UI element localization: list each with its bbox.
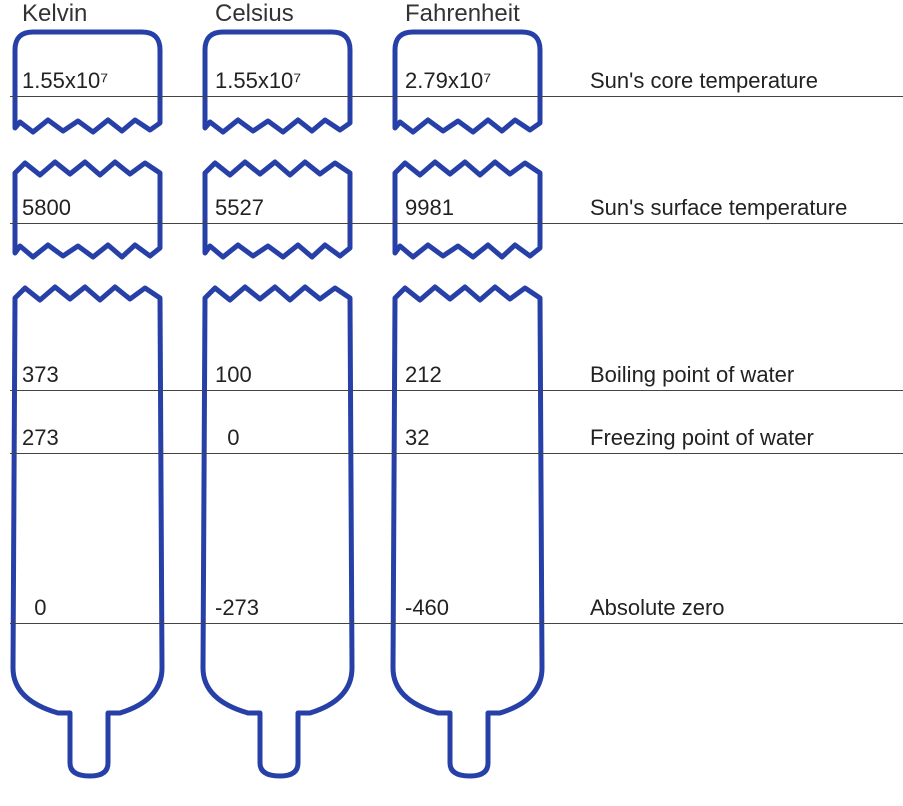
header-celsius: Celsius [215, 0, 294, 28]
rule-sun-core [10, 96, 903, 97]
kelvin-sun-surface: 5800 [22, 195, 71, 221]
header-kelvin: Kelvin [22, 0, 87, 28]
temperature-scales-diagram: Kelvin Celsius Fahrenheit 1.55x10⁷ 1.55x… [0, 0, 903, 806]
celsius-abs-zero: -273 [215, 595, 259, 621]
celsius-sun-core: 1.55x10⁷ [215, 68, 301, 94]
fahrenheit-freezing: 32 [405, 425, 429, 451]
fahrenheit-sun-core: 2.79x10⁷ [405, 68, 491, 94]
celsius-freezing: 0 [215, 425, 239, 451]
thermometer-fahrenheit [390, 28, 555, 788]
rule-boiling [10, 390, 903, 391]
rule-freezing [10, 453, 903, 454]
rule-abs-zero [10, 623, 903, 624]
label-sun-surface: Sun's surface temperature [590, 195, 847, 221]
celsius-sun-surface: 5527 [215, 195, 264, 221]
label-freezing: Freezing point of water [590, 425, 814, 451]
fahrenheit-boiling: 212 [405, 362, 442, 388]
kelvin-abs-zero: 0 [22, 595, 46, 621]
header-fahrenheit: Fahrenheit [405, 0, 520, 28]
label-sun-core: Sun's core temperature [590, 68, 818, 94]
fahrenheit-sun-surface: 9981 [405, 195, 454, 221]
kelvin-freezing: 273 [22, 425, 59, 451]
kelvin-sun-core: 1.55x10⁷ [22, 68, 108, 94]
thermometer-kelvin [10, 28, 175, 788]
thermometer-celsius [200, 28, 365, 788]
fahrenheit-abs-zero: -460 [405, 595, 449, 621]
celsius-boiling: 100 [215, 362, 252, 388]
kelvin-boiling: 373 [22, 362, 59, 388]
rule-sun-surface [10, 223, 903, 224]
label-abs-zero: Absolute zero [590, 595, 725, 621]
label-boiling: Boiling point of water [590, 362, 794, 388]
